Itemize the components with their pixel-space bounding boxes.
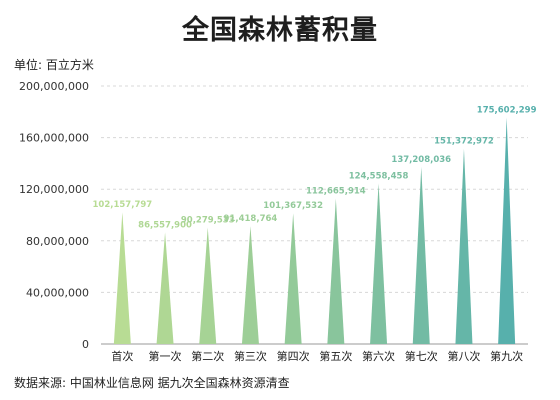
bar-5 — [284, 213, 302, 344]
y-tick-label: 200,000,000 — [19, 80, 89, 93]
bar-10 — [498, 117, 516, 344]
bars — [113, 117, 516, 344]
unit-label: 单位: 百立方米 — [14, 58, 94, 72]
x-tick-label: 第九次 — [490, 349, 523, 363]
x-tick-label: 第三次 — [234, 349, 267, 363]
data-label: 102,157,797 — [93, 200, 153, 210]
data-label: 91,418,764 — [224, 214, 278, 224]
x-axis: 首次 第一次 第二次 第三次 第四次 第五次 第六次 第七次 第八次 第九次 — [111, 349, 523, 363]
y-tick-label: 120,000,000 — [19, 183, 89, 196]
x-tick-label: 第八次 — [447, 349, 480, 363]
data-label: 137,208,036 — [391, 155, 451, 165]
x-tick-label: 第六次 — [362, 349, 395, 363]
bar-1 — [113, 212, 131, 344]
bar-4 — [241, 226, 259, 344]
bar-2 — [156, 232, 174, 344]
data-label: 90,279,533 — [181, 216, 235, 226]
source-note: 数据来源: 中国林业信息网 据九次全国森林资源清查 — [14, 376, 290, 390]
bar-6 — [327, 198, 345, 344]
data-label: 86,557,900 — [138, 220, 192, 230]
x-tick-label: 第四次 — [277, 349, 310, 363]
y-axis: 0 40,000,000 80,000,000 120,000,000 160,000,… — [19, 80, 89, 351]
bar-8 — [412, 167, 430, 344]
gridlines — [101, 85, 528, 293]
bar-3 — [199, 227, 217, 344]
data-label: 151,372,972 — [434, 137, 494, 147]
bar-7 — [370, 183, 388, 344]
data-label: 101,367,532 — [263, 201, 323, 211]
x-tick-label: 第五次 — [319, 349, 352, 363]
y-tick-label: 0 — [82, 338, 89, 351]
chart-title: 全国森林蓄积量 — [182, 15, 378, 46]
y-tick-label: 160,000,000 — [19, 132, 89, 145]
x-tick-label: 第一次 — [149, 349, 182, 363]
data-label: 124,558,458 — [349, 171, 409, 181]
data-label: 112,665,914 — [306, 187, 366, 197]
x-tick-label: 首次 — [111, 349, 133, 363]
bar-9 — [455, 148, 473, 344]
y-tick-label: 80,000,000 — [26, 235, 89, 248]
data-labels: 102,157,797 86,557,90090,279,53391,418,76… — [93, 105, 537, 230]
data-label: 175,602,299 — [477, 105, 537, 115]
y-tick-label: 40,000,000 — [26, 286, 89, 299]
x-tick-label: 第二次 — [191, 349, 224, 363]
x-tick-label: 第七次 — [405, 349, 438, 363]
